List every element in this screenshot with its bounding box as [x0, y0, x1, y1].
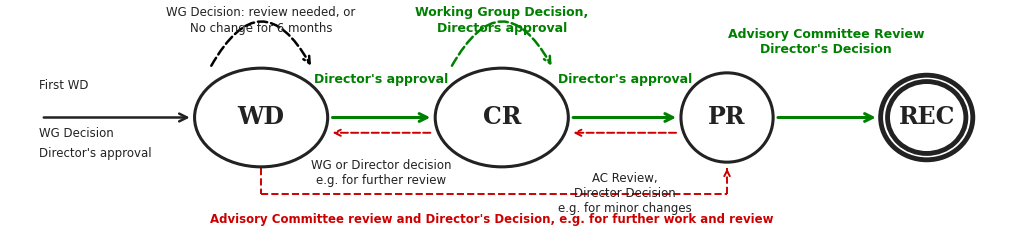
Text: WG or Director decision
e.g. for further review: WG or Director decision e.g. for further… — [310, 159, 452, 187]
Text: WD: WD — [238, 106, 285, 129]
Text: PR: PR — [709, 106, 745, 129]
Ellipse shape — [888, 82, 966, 153]
Text: Advisory Committee Review
Director's Decision: Advisory Committee Review Director's Dec… — [728, 28, 925, 56]
Ellipse shape — [681, 73, 773, 162]
Ellipse shape — [195, 68, 328, 167]
Ellipse shape — [435, 68, 568, 167]
Text: Director's approval: Director's approval — [313, 73, 449, 86]
Text: WG Decision: review needed, or
No change for 6 months: WG Decision: review needed, or No change… — [167, 6, 355, 35]
Text: Working Group Decision,
Directors approval: Working Group Decision, Directors approv… — [415, 6, 589, 35]
Text: REC: REC — [898, 106, 955, 129]
Text: AC Review,
Director Decision
e.g. for minor changes: AC Review, Director Decision e.g. for mi… — [558, 172, 691, 215]
Text: Advisory Committee review and Director's Decision, e.g. for further work and rev: Advisory Committee review and Director's… — [210, 213, 773, 226]
Text: Director's approval: Director's approval — [39, 147, 152, 161]
Text: First WD: First WD — [39, 79, 88, 92]
Ellipse shape — [881, 75, 973, 160]
Text: Director's approval: Director's approval — [557, 73, 692, 86]
Text: WG Decision: WG Decision — [39, 127, 114, 141]
Text: CR: CR — [482, 106, 521, 129]
